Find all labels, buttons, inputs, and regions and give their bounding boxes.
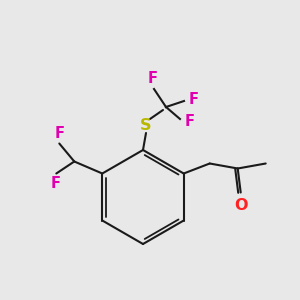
Text: F: F <box>54 125 64 140</box>
Text: F: F <box>189 92 199 106</box>
Text: F: F <box>148 71 158 86</box>
Text: O: O <box>234 199 247 214</box>
Text: F: F <box>185 115 195 130</box>
Text: F: F <box>50 176 60 191</box>
Text: S: S <box>140 118 152 133</box>
